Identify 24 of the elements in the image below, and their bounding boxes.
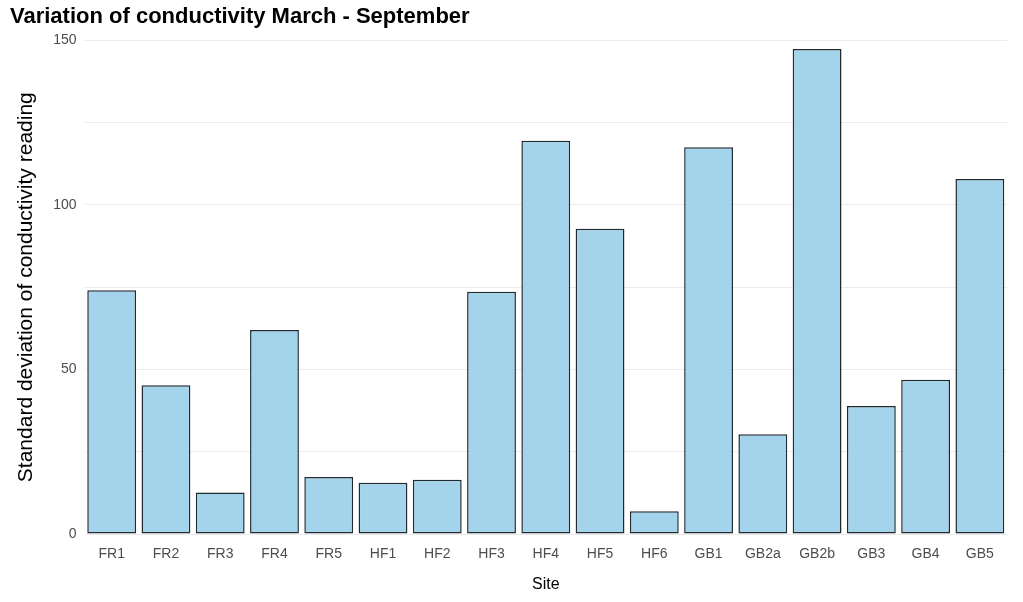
- x-tick-label: HF2: [424, 545, 451, 562]
- chart-title: Variation of conductivity March - September: [10, 3, 471, 29]
- x-tick-label: FR1: [98, 545, 126, 562]
- y-tick-label: 150: [53, 31, 77, 48]
- y-tick-label: 50: [60, 360, 77, 377]
- x-tick-label: FR5: [315, 545, 343, 562]
- x-tick-label: FR3: [206, 545, 234, 562]
- x-tick-label: GB1: [694, 545, 723, 562]
- x-tick-label: FR2: [152, 545, 180, 562]
- x-tick-label: GB2a: [744, 545, 781, 562]
- x-tick-label: FR4: [261, 545, 288, 562]
- x-axis-title: Site: [531, 574, 560, 592]
- x-tick-label: GB3: [857, 545, 886, 562]
- x-tick-label: HF4: [532, 545, 560, 562]
- y-axis-title: Standard deviation of conductivity reading: [13, 92, 37, 483]
- x-tick-label: HF5: [586, 545, 614, 562]
- x-tick-label: GB2b: [799, 545, 836, 562]
- x-tick-label: HF1: [369, 545, 397, 562]
- y-tick-label: 0: [68, 524, 77, 541]
- x-tick-label: GB4: [911, 545, 940, 562]
- x-tick-label: GB5: [965, 545, 995, 562]
- y-tick-label: 100: [53, 195, 77, 212]
- x-tick-label: HF6: [641, 545, 668, 562]
- x-tick-label: HF3: [478, 545, 505, 562]
